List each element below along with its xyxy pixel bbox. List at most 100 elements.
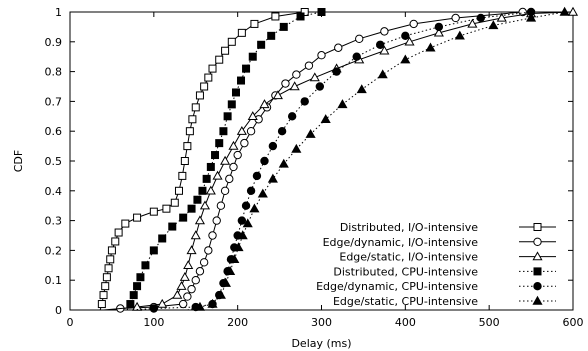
data-point [205, 185, 216, 195]
data-point [233, 150, 242, 160]
data-point [300, 8, 309, 16]
data-point [183, 142, 192, 151]
data-point [289, 81, 300, 91]
data-point [237, 230, 248, 240]
data-point [309, 72, 320, 82]
y-axis-title: CDF [12, 150, 25, 172]
data-point [191, 103, 200, 112]
data-point [356, 84, 367, 94]
data-point [300, 97, 309, 106]
data-point [433, 27, 444, 37]
data-point [375, 40, 385, 49]
data-point [187, 204, 196, 213]
data-point [133, 213, 142, 222]
data-point [287, 112, 297, 121]
data-point [496, 12, 507, 22]
legend: Distributed, I/O-intensive Edge/dynamic, … [316, 221, 556, 308]
data-point [229, 162, 238, 172]
data-point [170, 198, 179, 207]
x-tick-label: 400 [395, 316, 416, 329]
data-point [126, 300, 135, 309]
data-point [267, 31, 276, 40]
legend-marker [533, 237, 542, 247]
data-point [227, 37, 236, 46]
data-point [404, 36, 415, 46]
data-point [237, 76, 246, 85]
data-point [178, 299, 188, 309]
data-point [296, 12, 305, 21]
series-4 [126, 8, 326, 311]
y-tick-label: 0 [55, 304, 62, 317]
data-point [352, 52, 361, 61]
legend-marker [533, 282, 542, 291]
axes: 0 100 200 300 400 500 600 0 0.1 0.2 0.3 0.4 0.5 0.6 0.… [12, 6, 584, 350]
data-point [199, 258, 209, 267]
legend-entry-4: Distributed, CPU-intensive [333, 265, 556, 278]
data-point [377, 69, 388, 79]
data-point [149, 246, 158, 255]
data-point [178, 171, 187, 180]
data-point [277, 127, 287, 136]
y-tick-label: 0.1 [45, 274, 63, 287]
legend-entry-1: Distributed, I/O-intensive [340, 221, 556, 234]
data-point [247, 111, 258, 120]
data-point [281, 79, 290, 88]
data-point [97, 300, 106, 309]
data-point [451, 13, 460, 23]
data-point [157, 298, 168, 308]
x-tick-label: 200 [227, 316, 248, 329]
data-point [526, 12, 537, 22]
y-tick-label: 0.3 [45, 215, 63, 228]
data-point [195, 91, 204, 100]
data-point [107, 246, 116, 255]
data-point [185, 127, 194, 136]
data-point [215, 289, 226, 299]
data-point [268, 141, 278, 151]
data-point [518, 7, 527, 17]
data-point [242, 218, 253, 228]
x-tick-label: 0 [67, 316, 74, 329]
y-tick-label: 0.2 [45, 244, 63, 257]
data-point [317, 8, 326, 16]
data-point [237, 216, 247, 225]
data-point [278, 158, 289, 168]
data-point [207, 298, 218, 308]
data-point [246, 127, 256, 136]
data-point [229, 254, 240, 264]
legend-marker [532, 295, 543, 305]
data-point [304, 61, 314, 70]
data-point [559, 6, 570, 16]
data-point [180, 157, 189, 165]
legend-label: Edge/dynamic, I/O-intensive [323, 236, 479, 249]
data-point [242, 64, 251, 73]
y-tick-label: 0.6 [45, 125, 63, 138]
data-point [271, 12, 280, 21]
y-tick-label: 0.7 [45, 95, 63, 108]
data-point [249, 203, 260, 213]
series-layer [97, 6, 579, 313]
data-point [409, 19, 418, 29]
data-point [379, 45, 390, 55]
data-point [320, 114, 331, 123]
data-point [279, 22, 288, 31]
data-point [250, 19, 259, 28]
data-point [332, 67, 341, 76]
data-point [246, 186, 256, 196]
data-point [212, 170, 223, 180]
legend-label: Edge/static, CPU-intensive [333, 295, 478, 308]
data-point [204, 73, 213, 82]
data-point [191, 276, 200, 285]
legend-label: Edge/static, I/O-intensive [339, 251, 478, 264]
data-point [267, 173, 278, 183]
data-point [425, 42, 436, 52]
data-point [488, 20, 499, 30]
data-point [111, 237, 120, 246]
data-point [221, 46, 230, 55]
data-point [317, 51, 326, 60]
data-point [259, 99, 270, 109]
y-tick-label: 0.9 [45, 36, 63, 49]
data-point [200, 82, 209, 91]
data-point [355, 34, 364, 44]
data-point [454, 30, 465, 40]
